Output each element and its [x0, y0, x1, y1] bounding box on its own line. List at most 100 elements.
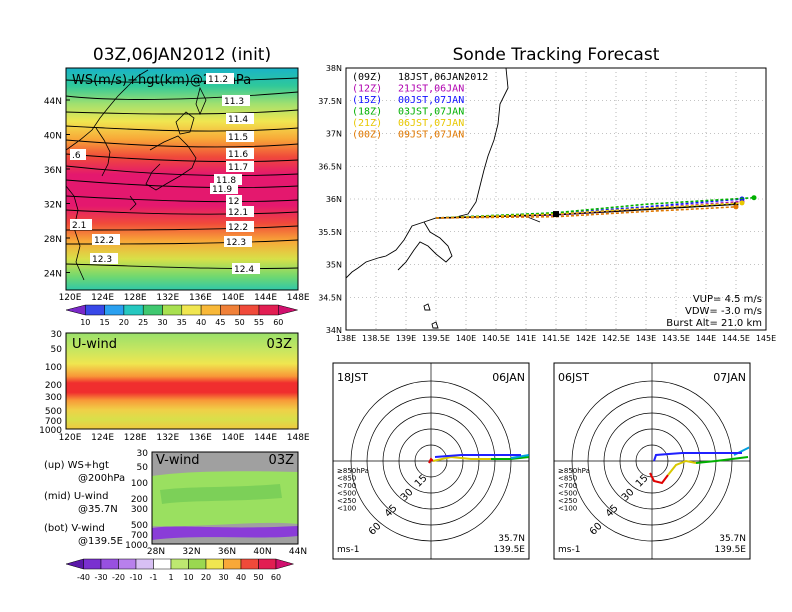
colorbar-label: -40: [77, 573, 90, 582]
launch-legend-jst: 18JST,06JAN2012: [398, 72, 488, 83]
ws-lat-ticks: 44N 40N 36N 32N 28N 24N: [44, 97, 70, 280]
lon-tick-label: 120E: [59, 433, 82, 443]
colorbar-label: -30: [94, 573, 107, 582]
lat-tick-label: 36N: [326, 195, 342, 204]
contour-label: 11.9: [212, 185, 232, 195]
contour-label: 12.1: [228, 208, 248, 218]
contour-label: 12.2: [228, 223, 248, 233]
polar-date: 07JAN: [713, 371, 746, 384]
lon-tick-label: 141.5E: [542, 334, 570, 343]
hodograph-trace: [434, 454, 521, 458]
lat-tick-label: 36.5N: [318, 162, 342, 171]
lon-tick-label: 140.5E: [482, 334, 510, 343]
legend-bot-sub: @139.5E: [78, 536, 123, 547]
lon-tick-label: 144E: [254, 433, 277, 443]
legend-up-sub: @200hPa: [78, 473, 125, 484]
ws-lon-ticks: 120E 124E 128E 132E 136E 140E 144E 148E: [59, 293, 310, 303]
colorbar-label: -1: [150, 573, 158, 582]
lat-tick-label: 38N: [326, 64, 342, 73]
colorbar-label: 60: [271, 573, 281, 582]
lon-tick-label: 143.5E: [662, 334, 690, 343]
launch-legend-jst: 21JST,06JAN: [398, 84, 464, 95]
track-panel: (09Z) 18JST,06JAN2012 (12Z) 21JST,06JAN (15Z…: [318, 64, 776, 343]
launch-legend-utc: (12Z): [352, 84, 382, 95]
colorbar-segment: [200, 304, 221, 316]
polar-time: 06JST: [558, 371, 589, 384]
coastline: [66, 69, 207, 281]
legend-mid-sub: @35.7N: [78, 504, 118, 515]
contour-label: 12.4: [234, 265, 254, 275]
lat-tick-label: 37N: [326, 130, 342, 139]
launch-legend-utc: (18Z): [352, 107, 382, 118]
colorbar-label: 30: [218, 573, 228, 582]
lon-tick-label: 140E: [222, 433, 245, 443]
colorbar-segment: [142, 304, 163, 316]
pressure-legend-item: <250: [337, 497, 356, 505]
param-vup: VUP= 4.5 m/s: [693, 294, 762, 305]
colorbar-segment: [240, 558, 259, 570]
legend-up: (up) WS+hgt: [44, 460, 109, 471]
lon-tick-label: 138.5E: [362, 334, 390, 343]
legend-mid: (mid) U-wind: [44, 491, 108, 502]
hodograph-trace: [491, 456, 529, 460]
vwind-lat-ticks: 28N 32N 36N 40N 44N: [147, 547, 307, 557]
colorbar-segment: [65, 558, 84, 570]
right-title: Sonde Tracking Forecast: [453, 45, 660, 65]
lon-tick-label: 132E: [156, 433, 179, 443]
lat-tick-label: 37.5N: [318, 97, 342, 106]
pressure-legend-item: <100: [558, 505, 577, 513]
track-line: [435, 202, 743, 219]
colorbar-label: 45: [215, 318, 225, 327]
hodograph-trace: [510, 454, 529, 459]
colorbar-segment: [104, 304, 125, 316]
lat-tick-label: 35.5N: [318, 228, 342, 237]
contour-label: 11.6: [228, 150, 248, 160]
launch-legend-utc: (15Z): [352, 95, 382, 106]
pressure-tick-label: 50: [51, 345, 63, 355]
pressure-legend-item: <700: [558, 482, 577, 490]
lon-tick-label: 138E: [336, 334, 356, 343]
colorbar-segment: [278, 304, 299, 316]
lat-tick-label: 36N: [44, 166, 62, 176]
contour-label: 12.3: [92, 255, 112, 265]
colorbar-label: 50: [235, 318, 245, 327]
vwind-colorbar: -40 -30 -20 -10 -1 1 10 20 30 40 50 60: [65, 558, 295, 582]
ws-map-frame: [65, 67, 299, 291]
pressure-legend-item: <500: [337, 490, 356, 498]
lat-tick-label: 40N: [44, 132, 62, 142]
lon-tick-label: 140E: [456, 334, 476, 343]
pressure-tick-label: 700: [45, 417, 62, 427]
colorbar-label: 40: [236, 573, 246, 582]
colorbar-segment: [153, 558, 172, 570]
colorbar-segment: [258, 304, 279, 316]
lon-tick-label: 148E: [287, 433, 310, 443]
contour-label: 11.3: [224, 97, 244, 107]
colorbar-segment: [258, 558, 277, 570]
colorbar-segment: [275, 558, 295, 570]
ws-map-panel: WS(m/s)+hgt(km)@200hPa 11.211.311.411.51…: [44, 67, 310, 303]
contour-label: 11.7: [228, 163, 248, 173]
colorbar-segment: [205, 558, 224, 570]
launch-legend: (09Z) 18JST,06JAN2012 (12Z) 21JST,06JAN (15Z…: [352, 72, 488, 141]
launch-legend-jst: 09JST,07JAN: [398, 130, 464, 141]
launch-legend-jst: 06JST,07JAN: [398, 118, 464, 129]
lon-tick-label: 139.5E: [422, 334, 450, 343]
lon-tick-label: 124E: [91, 433, 114, 443]
pressure-tick-label: 50: [137, 463, 149, 473]
pressure-tick-label: 500: [131, 521, 148, 531]
hodograph-trace: [695, 456, 749, 464]
colorbar-label: 35: [177, 318, 187, 327]
colorbar-label: 25: [138, 318, 148, 327]
colorbar-label: 15: [100, 318, 110, 327]
colorbar-label: 30: [157, 318, 167, 327]
contour-label: 11.2: [208, 75, 228, 85]
lat-tick-label: 36N: [218, 547, 236, 557]
colorbar-label: 40: [196, 318, 206, 327]
colorbar-segment: [181, 304, 202, 316]
colorbar-segment: [83, 558, 102, 570]
track-end-marker: [739, 200, 745, 206]
